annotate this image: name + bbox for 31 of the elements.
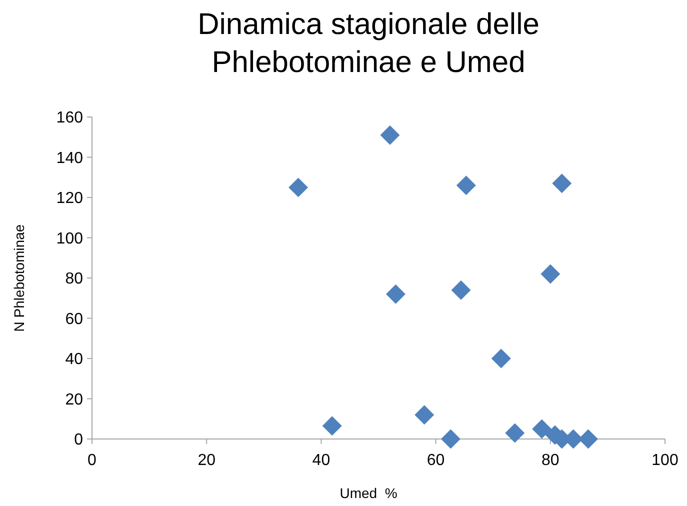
y-tick-label: 100 [56,230,84,248]
x-tick-label: 0 [88,452,97,469]
point [552,174,572,194]
point [386,284,406,304]
point [491,348,511,368]
y-tick-label: 120 [56,190,84,208]
y-axis-title: N Phlebotominae [11,224,27,332]
chart-title: Dinamica stagionale delle Phlebotominae e Umed [198,8,540,79]
x-tick-label: 80 [542,452,560,469]
point [440,429,460,449]
point [322,416,342,436]
y-tick-label: 140 [56,150,84,167]
point [380,125,400,145]
point [540,264,560,284]
x-tick-label: 20 [198,452,216,469]
point [414,405,434,425]
y-tick-label: 60 [65,310,84,328]
point [288,178,308,198]
y-tick-label: 160 [56,110,84,127]
point [505,423,525,443]
x-tick-label: 100 [652,452,678,469]
point [451,280,471,300]
y-tick-label: 20 [65,391,84,408]
x-tick-label: 60 [426,452,445,469]
y-tick-label: 80 [65,270,84,288]
point [456,176,476,196]
point [532,419,552,439]
x-axis-title: Umed % [340,485,398,501]
y-tick-label: 0 [74,432,84,449]
y-tick-label: 40 [65,351,84,368]
x-tick-label: 40 [312,452,330,469]
